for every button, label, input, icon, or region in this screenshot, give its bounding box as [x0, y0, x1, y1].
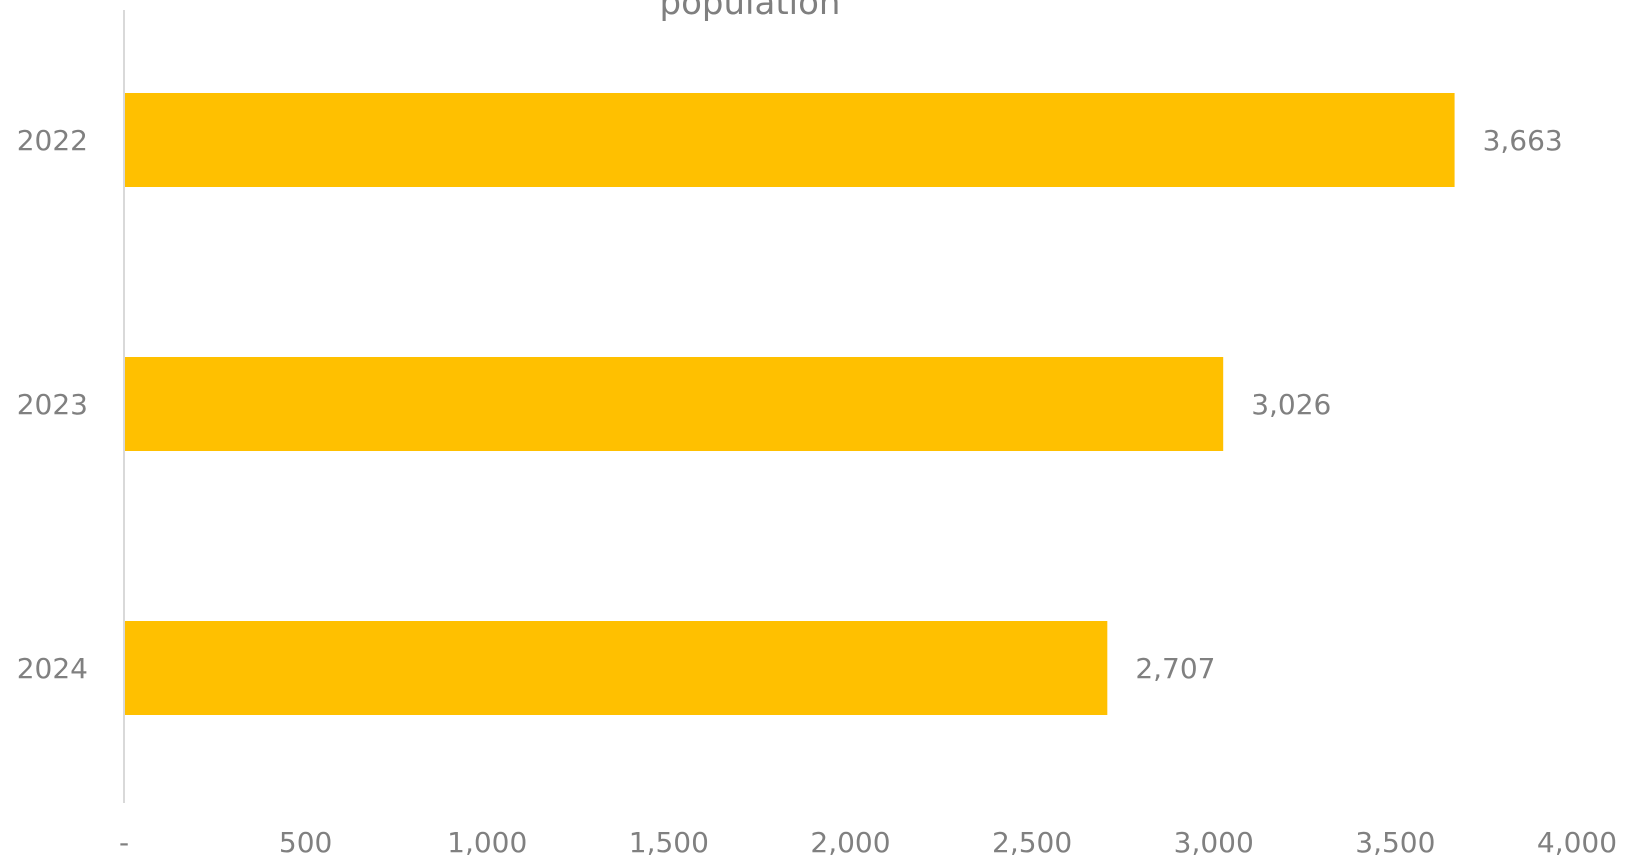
- x-tick-label: 3,000: [1174, 826, 1254, 859]
- data-label-2023: 3,026: [1251, 388, 1331, 421]
- bar-2023: [124, 357, 1224, 451]
- y-tick-label-2024: 2024: [17, 652, 88, 685]
- x-tick-label: 500: [279, 826, 332, 859]
- y-axis: 2022 2023 2024: [17, 10, 125, 803]
- data-label-2024: 2,707: [1135, 652, 1215, 685]
- x-tick-label: 4,000: [1537, 826, 1617, 859]
- x-tick-label: 1,500: [629, 826, 709, 859]
- x-tick-label: -: [119, 826, 129, 859]
- x-tick-label: 2,500: [992, 826, 1072, 859]
- x-axis: - 500 1,000 1,500 2,000 2,500 3,000 3,500 4,000: [119, 826, 1617, 859]
- y-tick-label-2022: 2022: [17, 124, 88, 157]
- data-label-2022: 3,663: [1483, 124, 1563, 157]
- x-tick-label: 2,000: [810, 826, 890, 859]
- y-tick-label-2023: 2023: [17, 388, 88, 421]
- plot-area: 3,663 3,026 2,707: [124, 93, 1563, 715]
- chart-title: population: [660, 0, 841, 23]
- bar-2022: [124, 93, 1455, 187]
- bar-2024: [124, 621, 1108, 715]
- x-tick-label: 3,500: [1355, 826, 1435, 859]
- x-tick-label: 1,000: [447, 826, 527, 859]
